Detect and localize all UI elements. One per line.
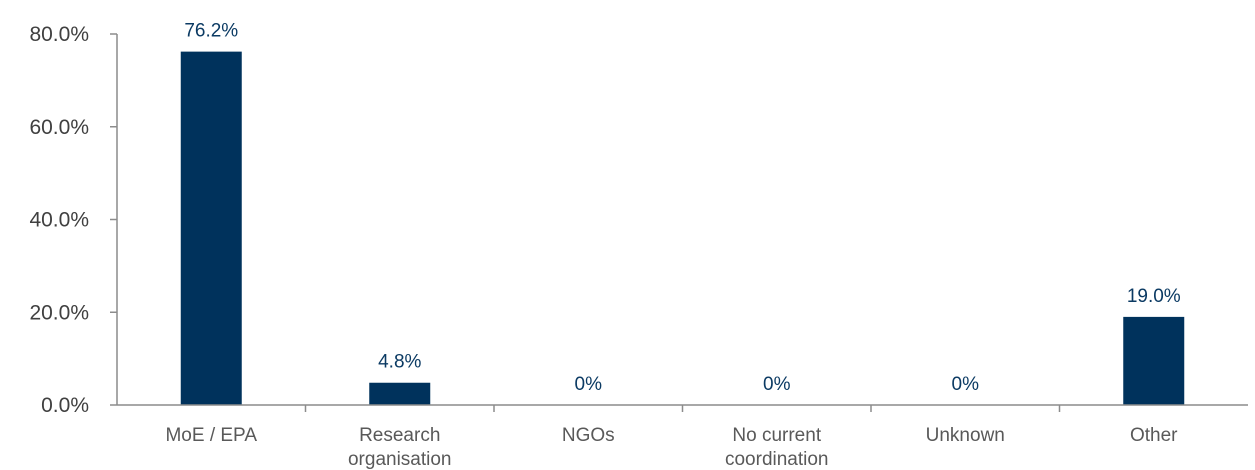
bars: [180, 51, 1185, 406]
y-axis-ticks: 0.0% 20.0% 40.0% 60.0% 80.0%: [29, 23, 1061, 417]
y-tick-label: 80.0%: [29, 23, 89, 46]
bar: [369, 382, 431, 405]
bar: [1123, 316, 1185, 405]
y-tick-label: 20.0%: [29, 301, 89, 324]
category-label: NGOs: [562, 425, 615, 446]
category-label: No current coordination: [725, 425, 829, 470]
y-tick-label: 60.0%: [29, 116, 89, 139]
data-labels: 76.2% 4.8% 0% 0% 0% 19.0%: [184, 21, 1180, 395]
category-label: Unknown: [926, 425, 1005, 446]
data-label: 0%: [952, 374, 980, 395]
bar: [180, 51, 242, 406]
data-label: 0%: [575, 374, 603, 395]
data-label: 0%: [763, 374, 791, 395]
category-label: Research organisation: [348, 425, 452, 470]
category-label: Other: [1130, 425, 1178, 446]
data-label: 19.0%: [1127, 286, 1181, 307]
category-labels: MoE / EPA Research organisation NGOs No curr…: [165, 425, 1178, 470]
data-label: 4.8%: [378, 352, 421, 373]
y-tick-label: 40.0%: [29, 209, 89, 232]
y-tick-label: 0.0%: [41, 394, 89, 417]
data-label: 76.2%: [184, 21, 238, 42]
category-label: MoE / EPA: [165, 425, 257, 446]
